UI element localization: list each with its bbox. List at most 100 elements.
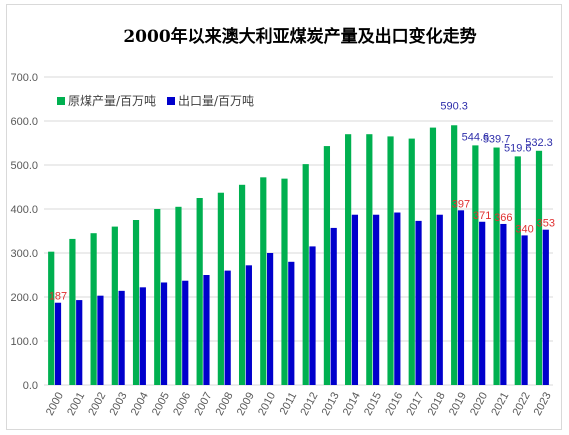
data-label: 340 bbox=[515, 223, 533, 235]
bar-exports bbox=[245, 265, 252, 385]
bar-production bbox=[535, 150, 543, 385]
bar-production bbox=[217, 192, 224, 385]
y-tick-label: 300.0 bbox=[10, 248, 38, 260]
data-label: 353 bbox=[537, 218, 555, 230]
x-tick-label: 2009 bbox=[235, 390, 257, 417]
bar-exports bbox=[97, 295, 104, 385]
gridlines bbox=[44, 76, 553, 386]
bar-exports bbox=[118, 290, 125, 385]
y-tick-label: 600.0 bbox=[10, 116, 38, 128]
x-tick-label: 2012 bbox=[298, 390, 320, 417]
data-label: 397 bbox=[452, 198, 470, 210]
bar-production bbox=[366, 134, 373, 385]
y-tick-label: 0.0 bbox=[23, 380, 38, 392]
bar-exports bbox=[76, 300, 83, 385]
bar-exports bbox=[309, 246, 316, 385]
x-tick-label: 2022 bbox=[511, 390, 533, 417]
bar-exports bbox=[351, 214, 359, 385]
legend: 原煤产量/百万吨 出口量/百万吨 bbox=[57, 94, 254, 108]
x-tick-label: 2018 bbox=[426, 390, 448, 417]
x-axis: 2000 2001 2002 2003 2004 2005 2006 2007 2008 2009… bbox=[44, 390, 554, 417]
bar-exports bbox=[139, 287, 146, 385]
bar-production bbox=[387, 136, 394, 385]
bar-exports bbox=[521, 235, 528, 385]
bars bbox=[48, 125, 549, 385]
bar-production bbox=[408, 138, 415, 385]
bar-production bbox=[175, 206, 182, 385]
x-tick-label: 2004 bbox=[129, 390, 151, 417]
bar-production bbox=[69, 238, 76, 385]
data-label: 187 bbox=[49, 291, 67, 303]
bar-production bbox=[154, 209, 161, 385]
bar-exports bbox=[54, 302, 62, 385]
bar-production bbox=[514, 156, 521, 385]
x-tick-label: 2011 bbox=[278, 390, 300, 417]
x-tick-label: 2013 bbox=[320, 390, 342, 417]
x-tick-label: 2002 bbox=[86, 390, 108, 417]
bar-production bbox=[345, 134, 352, 385]
x-tick-label: 2014 bbox=[341, 390, 363, 417]
x-tick-label: 2021 bbox=[489, 390, 511, 417]
bar-exports bbox=[203, 275, 210, 385]
bar-exports bbox=[160, 282, 168, 385]
x-tick-label: 2020 bbox=[468, 390, 490, 417]
bar-exports bbox=[224, 270, 231, 385]
x-tick-label: 2015 bbox=[362, 390, 384, 417]
bar-exports bbox=[542, 229, 549, 385]
bar-exports bbox=[500, 223, 507, 385]
x-tick-label: 2008 bbox=[214, 390, 236, 417]
data-label: 519.6 bbox=[504, 142, 532, 154]
bar-production bbox=[493, 147, 500, 385]
x-tick-label: 2010 bbox=[256, 390, 278, 417]
y-tick-label: 700.0 bbox=[10, 72, 38, 84]
legend-swatch-exports bbox=[167, 97, 175, 105]
data-label: 366 bbox=[494, 212, 512, 224]
bar-production bbox=[429, 127, 437, 385]
bar-exports bbox=[182, 280, 189, 385]
x-tick-label: 2005 bbox=[150, 390, 172, 417]
bar-exports bbox=[394, 212, 401, 385]
bar-production bbox=[323, 146, 331, 385]
bar-production bbox=[132, 220, 140, 385]
bar-production bbox=[196, 198, 203, 385]
data-label: 590.3 bbox=[440, 100, 468, 112]
bar-exports bbox=[373, 214, 380, 385]
x-tick-label: 2007 bbox=[192, 390, 214, 417]
data-label: 532.3 bbox=[525, 137, 553, 149]
y-axis: 0.0 100.0 200.0 300.0 400.0 500.0 600.0 700.0 bbox=[10, 72, 38, 392]
y-tick-label: 400.0 bbox=[10, 204, 38, 216]
bar-exports bbox=[436, 214, 443, 385]
bar-production bbox=[238, 184, 246, 385]
x-tick-label: 2019 bbox=[447, 390, 469, 417]
x-tick-label: 2023 bbox=[532, 390, 554, 417]
x-tick-label: 2016 bbox=[383, 390, 405, 417]
legend-swatch-production bbox=[57, 97, 65, 105]
y-tick-label: 200.0 bbox=[10, 292, 38, 304]
x-tick-label: 2001 bbox=[65, 390, 87, 417]
bar-exports bbox=[457, 210, 465, 385]
legend-label-production: 原煤产量/百万吨 bbox=[68, 94, 156, 108]
bar-exports bbox=[479, 221, 486, 385]
bar-exports bbox=[288, 261, 295, 385]
data-label: 544.6 bbox=[462, 131, 490, 143]
x-tick-label: 2000 bbox=[44, 390, 66, 417]
bar-exports bbox=[266, 253, 274, 385]
chart-title: 2000年以来澳大利亚煤炭产量及出口变化走势 bbox=[123, 26, 476, 47]
x-tick-label: 2017 bbox=[405, 390, 427, 417]
bar-production bbox=[111, 226, 118, 385]
bar-production bbox=[90, 233, 97, 385]
bar-production bbox=[260, 177, 267, 385]
data-label: 539.7 bbox=[483, 134, 511, 146]
bar-production bbox=[451, 125, 458, 385]
y-tick-label: 500.0 bbox=[10, 160, 38, 172]
bar-exports bbox=[415, 220, 422, 385]
legend-label-exports: 出口量/百万吨 bbox=[178, 94, 254, 108]
y-tick-label: 100.0 bbox=[10, 336, 38, 348]
data-label: 371 bbox=[473, 210, 491, 222]
x-tick-label: 2003 bbox=[108, 390, 130, 417]
bar-production bbox=[48, 251, 55, 385]
bar-exports bbox=[330, 227, 337, 385]
x-tick-label: 2006 bbox=[171, 390, 193, 417]
